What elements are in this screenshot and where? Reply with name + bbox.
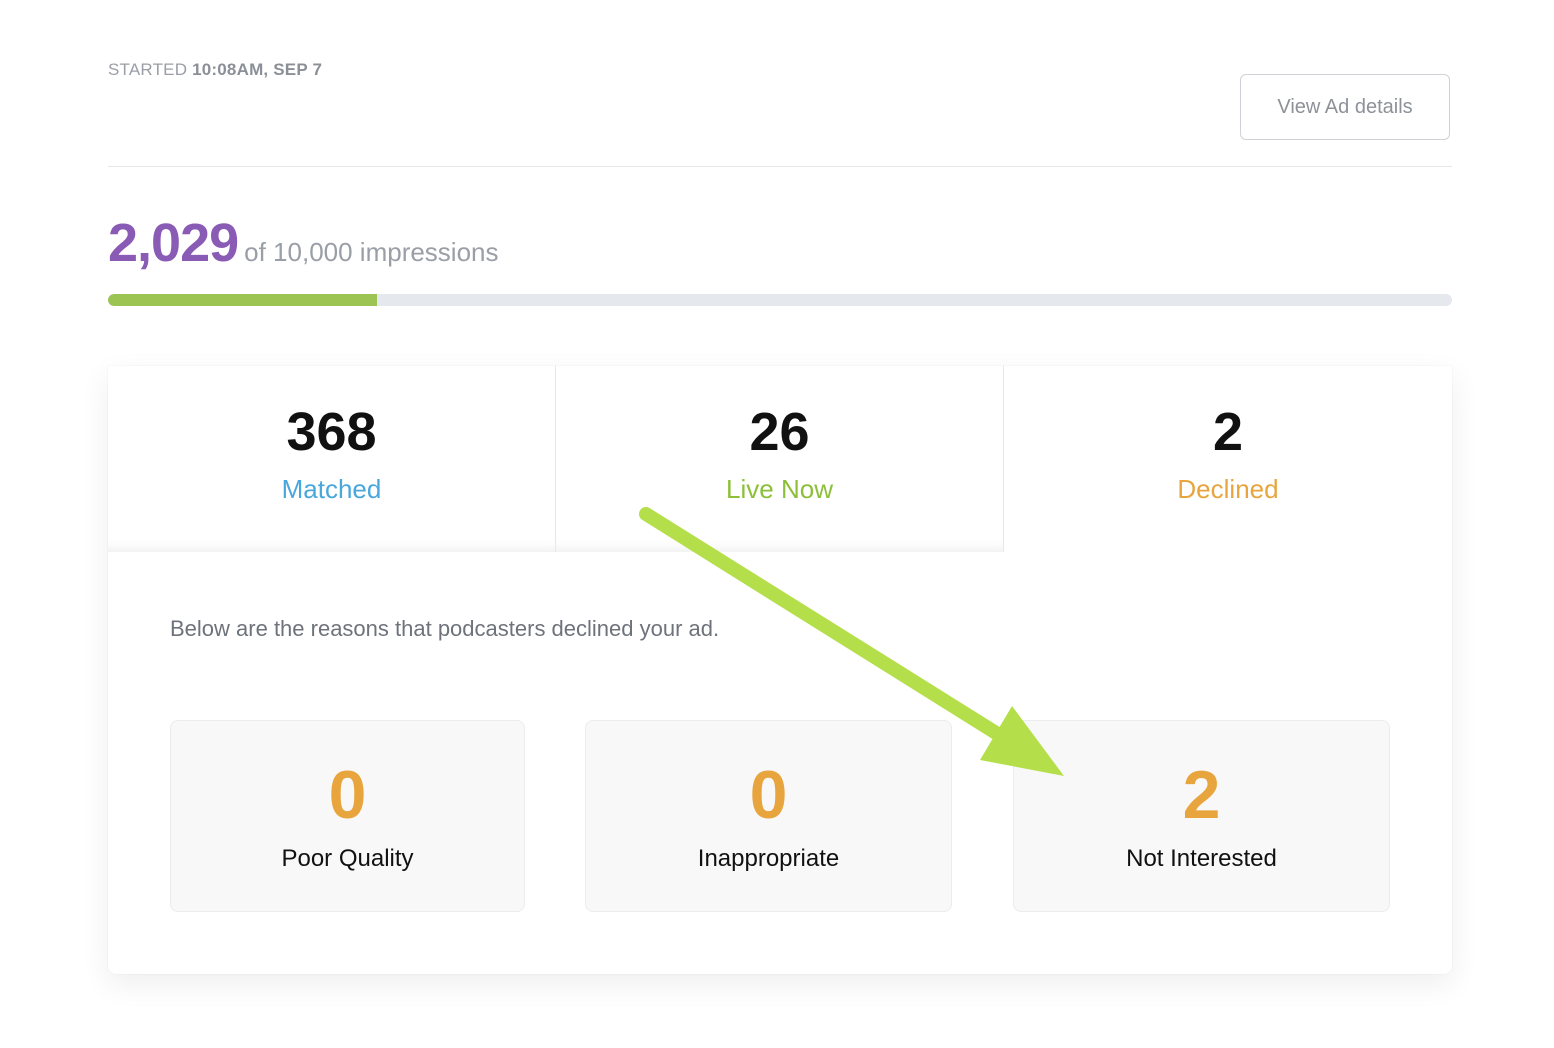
declined-count: 2 bbox=[1212, 402, 1244, 462]
stats-tabs: 368 Matched 26 Live Now 2 Declined bbox=[108, 366, 1452, 552]
reason-label: Inappropriate bbox=[697, 845, 840, 872]
reason-count: 2 bbox=[1182, 757, 1221, 833]
reason-not-interested: 2 Not Interested bbox=[1013, 720, 1390, 912]
started-label: STARTED bbox=[108, 60, 188, 79]
header-divider bbox=[108, 166, 1452, 167]
impressions-goal: of 10,000 impressions bbox=[244, 237, 499, 267]
started-time: 10:08AM, SEP 7 bbox=[192, 60, 323, 79]
reason-label: Poor Quality bbox=[281, 845, 414, 872]
stats-card: 368 Matched 26 Live Now 2 Declined Below… bbox=[108, 366, 1452, 974]
reason-poor-quality: 0 Poor Quality bbox=[170, 720, 525, 912]
tab-live-now[interactable]: 26 Live Now bbox=[556, 366, 1004, 552]
matched-count: 368 bbox=[286, 402, 377, 462]
reason-count: 0 bbox=[749, 757, 788, 833]
declined-label: Declined bbox=[1177, 474, 1279, 504]
impressions-summary: 2,029 of 10,000 impressions bbox=[108, 212, 499, 274]
view-ad-details-button[interactable]: View Ad details bbox=[1240, 74, 1450, 140]
impressions-progress-bar bbox=[108, 294, 1452, 306]
tab-matched[interactable]: 368 Matched bbox=[108, 366, 556, 552]
declined-reasons-description: Below are the reasons that podcasters de… bbox=[170, 616, 720, 641]
reason-label: Not Interested bbox=[1126, 845, 1277, 872]
impressions-count: 2,029 bbox=[108, 213, 239, 273]
reason-inappropriate: 0 Inappropriate bbox=[585, 720, 952, 912]
reason-count: 0 bbox=[328, 757, 367, 833]
live-now-count: 26 bbox=[749, 402, 810, 462]
impressions-progress-fill bbox=[108, 294, 377, 306]
live-now-label: Live Now bbox=[726, 474, 833, 504]
matched-label: Matched bbox=[281, 474, 382, 504]
declined-reasons: 0 Poor Quality 0 Inappropriate 2 Not Int… bbox=[108, 720, 1452, 914]
started-timestamp: STARTED 10:08AM, SEP 7 bbox=[108, 60, 322, 80]
tab-declined[interactable]: 2 Declined bbox=[1004, 366, 1452, 552]
